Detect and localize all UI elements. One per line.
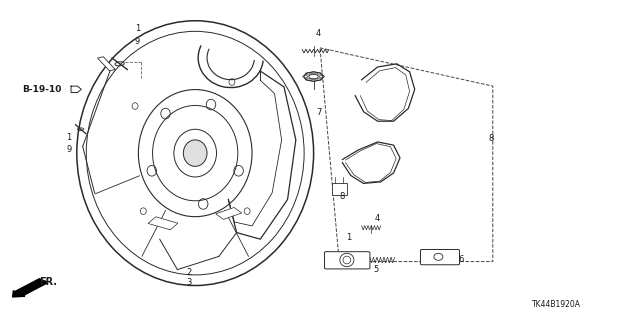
Text: 4: 4	[316, 29, 321, 38]
Bar	[148, 217, 178, 230]
Text: TK44B1920A: TK44B1920A	[532, 300, 581, 309]
Text: 9: 9	[135, 37, 140, 46]
Text: 1: 1	[135, 24, 140, 33]
Text: FR.: FR.	[39, 277, 57, 287]
Text: 8: 8	[489, 134, 494, 143]
Text: 4: 4	[375, 214, 380, 223]
Bar	[97, 57, 115, 71]
Bar	[332, 183, 347, 195]
Text: 3: 3	[186, 278, 191, 287]
Ellipse shape	[183, 140, 207, 167]
Text: B-19-10: B-19-10	[22, 85, 62, 94]
Text: 1: 1	[346, 233, 351, 242]
Bar	[216, 207, 242, 219]
FancyArrow shape	[13, 279, 48, 297]
Text: 6: 6	[458, 256, 463, 264]
Text: 1: 1	[67, 133, 72, 142]
Text: 8: 8	[340, 192, 345, 201]
Text: 9: 9	[67, 145, 72, 154]
Text: 2: 2	[186, 268, 191, 277]
FancyBboxPatch shape	[324, 252, 370, 269]
FancyBboxPatch shape	[420, 249, 460, 265]
Text: 7: 7	[316, 108, 321, 117]
Text: 5: 5	[374, 265, 379, 274]
